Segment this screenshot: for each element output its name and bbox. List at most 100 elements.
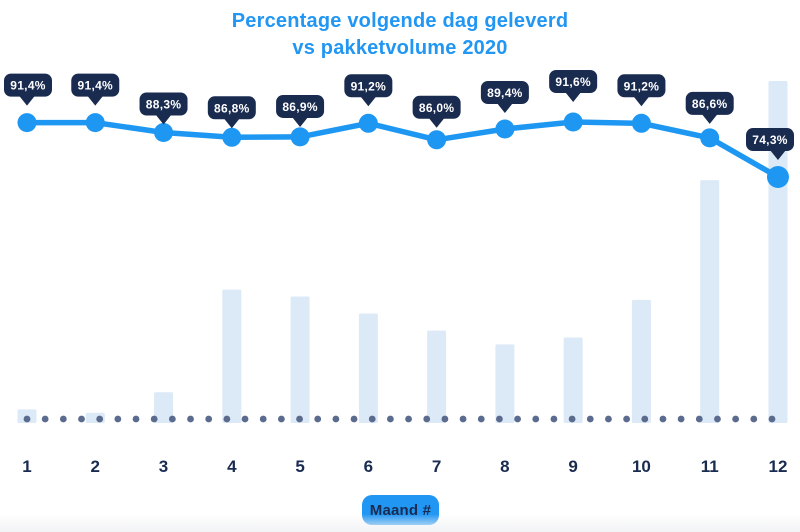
xaxis-label-badge: Maand # xyxy=(362,495,439,525)
value-badge-pointer xyxy=(496,102,513,113)
value-badge-pointer xyxy=(565,92,582,102)
baseline-dot xyxy=(423,415,431,423)
month-label-9: 9 xyxy=(568,457,577,476)
baseline-dot xyxy=(114,415,122,423)
value-badge-month-3 xyxy=(139,92,188,116)
baseline-dot xyxy=(405,415,412,423)
baseline-dot xyxy=(550,415,558,423)
value-badge-month-7 xyxy=(412,95,461,119)
value-badge-label: 91,2% xyxy=(624,79,660,93)
value-badge-pointer xyxy=(701,113,718,124)
value-badge-pointer xyxy=(19,95,35,106)
value-badge-month-1 xyxy=(4,73,52,97)
baseline-dot xyxy=(695,415,703,423)
baseline-dot xyxy=(623,415,631,423)
value-badge-month-12 xyxy=(746,128,794,152)
value-badge-pointer xyxy=(428,117,445,128)
line-point-month-12 xyxy=(766,166,789,188)
baseline-dot xyxy=(641,415,649,423)
chart-title: Percentage volgende dag geleverd vs pakk… xyxy=(0,8,800,62)
value-badge-label: 86,8% xyxy=(214,101,250,115)
baseline-dot xyxy=(677,415,685,423)
value-badge-label: 91,2% xyxy=(351,79,387,93)
line-point-month-6 xyxy=(358,113,378,133)
month-label-3: 3 xyxy=(159,457,168,476)
chart-title-line2: vs pakketvolume 2020 xyxy=(292,37,508,59)
value-badge-pointer xyxy=(155,114,172,125)
month-label-11: 11 xyxy=(701,457,719,476)
baseline-dot xyxy=(241,415,249,423)
line-point-month-7 xyxy=(427,130,447,150)
baseline-dot xyxy=(350,415,358,423)
volume-bar-month-5 xyxy=(290,296,310,423)
baseline-dot xyxy=(314,415,322,423)
month-label-2: 2 xyxy=(91,457,100,476)
value-badge-month-4 xyxy=(207,96,256,120)
volume-bar-month-7 xyxy=(427,330,447,423)
baseline-dot xyxy=(477,415,485,423)
baseline-dot xyxy=(441,415,449,423)
value-badge-month-10 xyxy=(617,74,666,98)
baseline-dot xyxy=(223,415,231,423)
baseline-dot xyxy=(514,415,521,423)
baseline-dot xyxy=(568,415,576,423)
value-badge-month-8 xyxy=(480,80,529,104)
baseline-dot xyxy=(586,415,594,423)
value-badge-pointer xyxy=(769,150,786,161)
line-point-month-1 xyxy=(17,113,37,133)
baseline-dot xyxy=(768,415,776,423)
month-label-4: 4 xyxy=(227,457,237,476)
baseline-dot xyxy=(714,415,721,423)
value-badge-pointer xyxy=(633,96,650,107)
baseline-dot xyxy=(277,415,285,423)
line-point-month-9 xyxy=(563,112,583,132)
value-badge-label: 88,3% xyxy=(146,97,182,111)
value-badge-month-6 xyxy=(344,74,393,98)
value-badge-label: 74,3% xyxy=(752,133,788,147)
baseline-dot xyxy=(59,415,67,423)
volume-bar-month-12 xyxy=(768,81,788,423)
baseline-dot xyxy=(187,415,194,423)
value-badge-label: 89,4% xyxy=(487,86,523,100)
value-badge-label: 86,6% xyxy=(692,97,728,111)
volume-bar-month-6 xyxy=(358,313,378,423)
volume-bar-month-4 xyxy=(222,289,242,423)
baseline-dot xyxy=(23,415,31,423)
value-badge-label: 91,4% xyxy=(10,79,46,93)
baseline-dot xyxy=(368,415,376,423)
volume-bar-month-8 xyxy=(495,344,515,423)
baseline-dot xyxy=(496,415,503,423)
value-badge-pointer xyxy=(223,118,240,129)
line-point-month-8 xyxy=(495,119,515,139)
baseline-dot xyxy=(387,415,394,423)
volume-bar-month-9 xyxy=(563,337,583,423)
volume-bar-month-3 xyxy=(154,392,174,423)
baseline-dot xyxy=(259,415,267,423)
baseline-dot xyxy=(150,415,158,423)
value-badge-month-11 xyxy=(685,91,734,115)
month-label-7: 7 xyxy=(432,457,441,476)
baseline-dot xyxy=(296,415,303,423)
baseline-dot xyxy=(750,415,758,423)
line-point-month-4 xyxy=(222,127,242,147)
baseline-dot xyxy=(459,415,467,423)
baseline-dot xyxy=(532,415,540,423)
value-badge-label: 91,6% xyxy=(555,75,591,89)
baseline-dot xyxy=(96,415,104,423)
baseline-dot xyxy=(605,415,612,423)
baseline-dot xyxy=(78,415,85,423)
volume-bar-month-11 xyxy=(700,180,720,423)
baseline-dot xyxy=(332,415,340,423)
value-badge-pointer xyxy=(292,116,309,127)
line-point-month-5 xyxy=(290,127,310,147)
baseline-dot xyxy=(41,415,49,423)
value-badge-month-9 xyxy=(549,70,598,93)
value-badge-pointer xyxy=(87,95,104,106)
percentage-line xyxy=(24,119,781,180)
value-badge-month-2 xyxy=(71,73,120,97)
volume-bar-month-10 xyxy=(631,299,651,423)
chart-title-line1: Percentage volgende dag geleverd xyxy=(231,10,569,32)
value-badge-label: 86,0% xyxy=(419,101,455,115)
value-badge-label: 91,4% xyxy=(78,79,114,93)
